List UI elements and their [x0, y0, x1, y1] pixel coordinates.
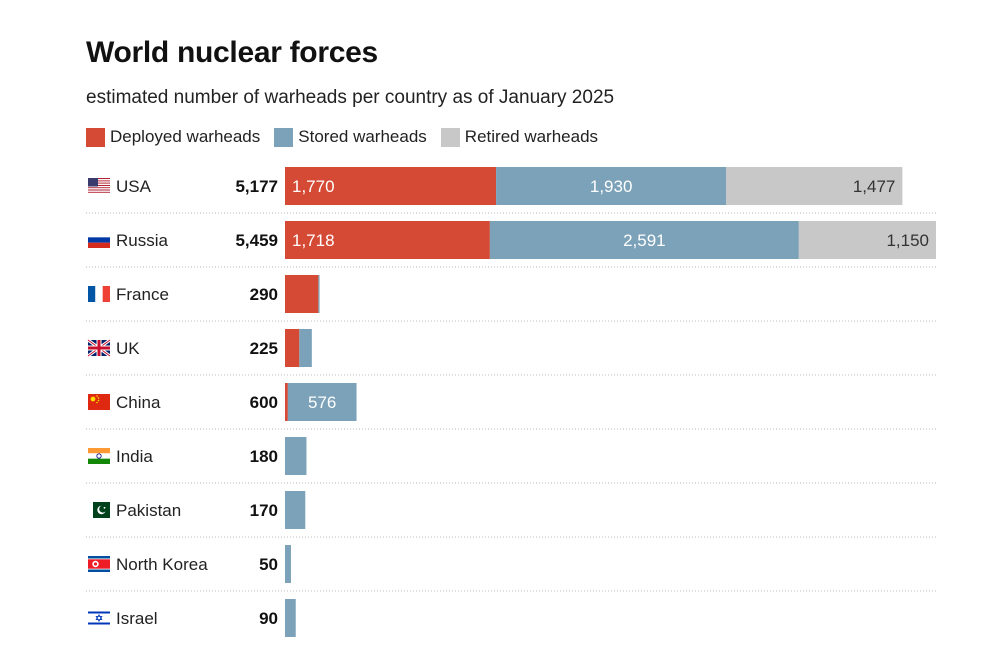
bar-segment-stored: [285, 437, 307, 475]
legend-label-stored: Stored warheads: [298, 127, 427, 146]
bar-row-russia: Russia 5,459 1,718 2,591 1,150: [86, 221, 936, 268]
flag-france-icon: [88, 286, 110, 302]
data-label: 1,930: [590, 177, 633, 196]
bar-row-uk: UK 225: [86, 329, 936, 376]
flag-uk-icon: [87, 338, 111, 358]
legend-item-deployed: Deployed warheads: [86, 127, 260, 147]
country-label: India: [116, 447, 153, 466]
bar-segment-stored: [285, 491, 306, 529]
flag-usa-icon: [88, 178, 110, 194]
total-label: 290: [250, 285, 278, 304]
chart-title: World nuclear forces: [86, 36, 378, 69]
data-label: 576: [308, 393, 336, 412]
total-label: 225: [250, 339, 278, 358]
total-label: 180: [250, 447, 278, 466]
legend-swatch-stored: [274, 127, 294, 147]
legend-swatch-deployed: [86, 127, 105, 147]
bar-row-israel: Israel 90: [88, 599, 296, 637]
country-label: France: [116, 285, 169, 304]
bar-row-china: China 600 576: [86, 383, 936, 430]
bar-row-france: France 290: [86, 275, 936, 322]
total-label: 5,177: [235, 177, 278, 196]
bar-row-north-korea: North Korea 50: [86, 545, 936, 592]
bar-segment-deployed: [285, 167, 497, 205]
bar-segment-stored: [285, 545, 291, 583]
country-label: North Korea: [116, 555, 208, 574]
bar-segment-retired: [726, 167, 903, 205]
total-label: 90: [259, 609, 278, 628]
bar-row-india: India 180: [86, 437, 936, 484]
flag-pakistan-icon: [88, 502, 110, 518]
bar-segment-stored: [489, 221, 799, 259]
flag-russia-icon: [88, 232, 110, 248]
bar-segment-stored: [318, 275, 320, 313]
legend-swatch-retired: [440, 127, 460, 147]
bar-segment-stored: [287, 383, 357, 421]
legend: Deployed warheads Stored warheads Retire…: [86, 127, 612, 147]
flag-china-icon: [88, 394, 110, 410]
country-label: UK: [116, 339, 140, 358]
country-label: Israel: [116, 609, 158, 628]
country-label: China: [116, 393, 161, 412]
bar-segment-retired: [798, 221, 936, 259]
total-label: 600: [250, 393, 278, 412]
flag-israel-icon: [88, 610, 110, 626]
chart-subtitle: estimated number of warheads per country…: [86, 87, 615, 108]
data-label: 1,150: [886, 231, 929, 250]
total-label: 170: [250, 501, 278, 520]
legend-label-deployed: Deployed warheads: [110, 127, 261, 146]
total-label: 50: [259, 555, 278, 574]
country-label: Russia: [116, 231, 169, 250]
bar-row-pakistan: Pakistan 170: [86, 491, 936, 538]
bar-segment-stored: [285, 599, 296, 637]
data-label: 1,477: [853, 177, 896, 196]
bar-segment-stored: [299, 329, 312, 367]
legend-item-stored: Stored warheads: [274, 127, 427, 147]
bar-segment-stored: [496, 167, 727, 205]
data-label: 2,591: [623, 231, 666, 250]
bar-segment-deployed: [285, 329, 300, 367]
flag-north-korea-icon: [88, 556, 110, 572]
total-label: 5,459: [235, 231, 278, 250]
bar-segment-deployed: [285, 221, 490, 259]
data-label: 1,718: [292, 231, 335, 250]
legend-item-retired: Retired warheads: [440, 127, 599, 147]
bar-segment-deployed: [285, 275, 319, 313]
data-label: 1,770: [292, 177, 335, 196]
bar-segment-deployed: [285, 383, 288, 421]
legend-label-retired: Retired warheads: [464, 127, 599, 146]
bar-row-usa: USA 5,177 1,770 1,930 1,477: [86, 167, 936, 214]
flag-india-icon: [88, 448, 110, 464]
country-label: Pakistan: [116, 501, 181, 520]
country-label: USA: [116, 177, 152, 196]
